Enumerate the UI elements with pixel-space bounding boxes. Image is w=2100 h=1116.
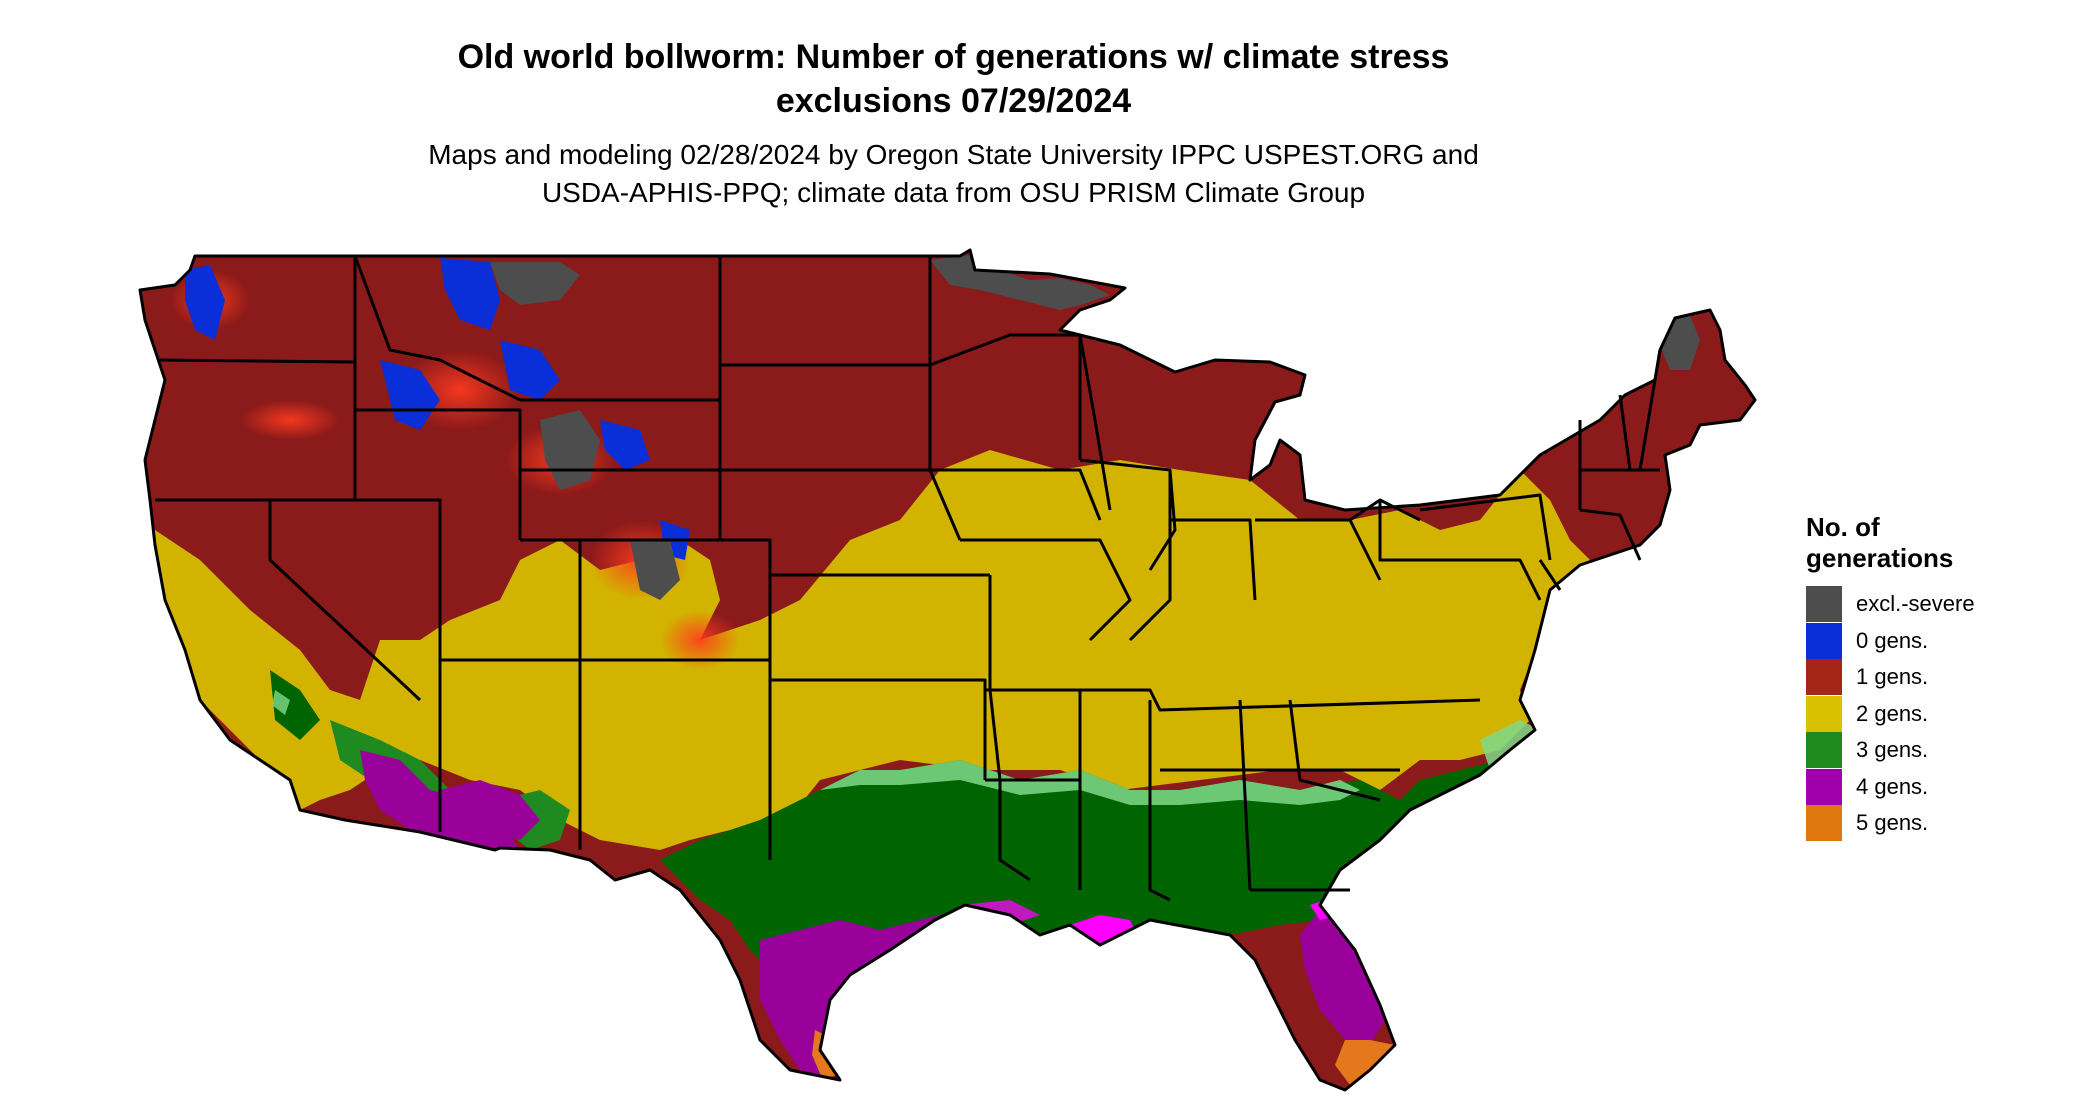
legend-label-5-gens: 5 gens. — [1856, 810, 1929, 836]
legend-item-excl-severe: excl.-severe — [1806, 586, 2066, 623]
legend-swatch-4-gens — [1806, 768, 1842, 805]
legend: No. of generations excl.-severe 0 gens. … — [1806, 512, 2066, 842]
legend-title-line2: generations — [1806, 543, 1954, 573]
legend-items: excl.-severe 0 gens. 1 gens. 2 gens. 3 g… — [1806, 586, 2066, 842]
legend-label-3-gens: 3 gens. — [1856, 737, 1929, 763]
legend-swatch-2-gens — [1806, 695, 1842, 732]
map-subtitle-line2: USDA-APHIS-PPQ; climate data from OSU PR… — [541, 177, 1366, 208]
legend-label-1-gens: 1 gens. — [1856, 664, 1929, 690]
legend-swatch-5-gens — [1806, 805, 1842, 842]
legend-item-2-gens: 2 gens. — [1806, 695, 2066, 733]
map-subtitle-line1: Maps and modeling 02/28/2024 by Oregon S… — [428, 139, 1479, 170]
legend-title-line1: No. of — [1806, 512, 1880, 542]
legend-swatch-1-gens — [1806, 659, 1842, 696]
map-title-line1: Old world bollworm: Number of generation… — [457, 38, 1450, 76]
legend-swatch-3-gens — [1806, 732, 1842, 769]
legend-swatch-0-gens — [1806, 622, 1842, 659]
legend-label-2-gens: 2 gens. — [1856, 700, 1929, 726]
legend-item-1-gens: 1 gens. — [1806, 659, 2066, 696]
legend-item-0-gens: 0 gens. — [1806, 622, 2066, 660]
legend-swatch-excl-severe — [1806, 586, 1842, 623]
legend-label-0-gens: 0 gens. — [1856, 627, 1929, 653]
legend-title: No. of generations — [1806, 512, 2066, 574]
legend-item-5-gens: 5 gens. — [1806, 805, 2066, 842]
legend-label-4-gens: 4 gens. — [1856, 773, 1929, 799]
legend-item-3-gens: 3 gens. — [1806, 732, 2066, 769]
legend-label-excl-severe: excl.-severe — [1856, 591, 1975, 617]
map-title-line2: exclusions 07/29/2024 — [775, 82, 1132, 120]
legend-item-4-gens: 4 gens. — [1806, 768, 2066, 806]
